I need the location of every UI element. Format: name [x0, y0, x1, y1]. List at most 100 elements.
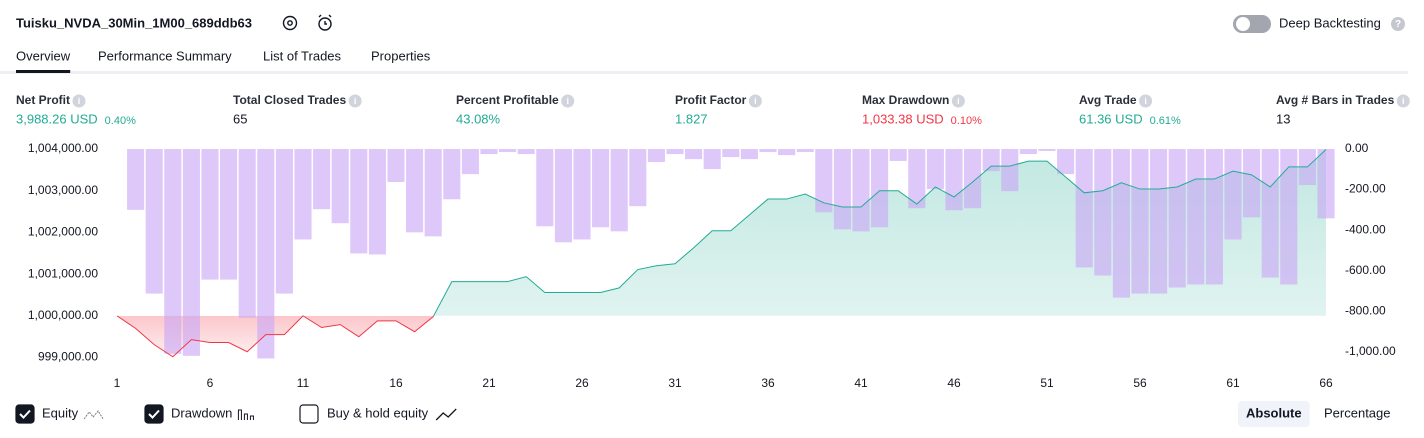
checkbox[interactable] [299, 404, 319, 424]
help-icon [1391, 17, 1405, 31]
metric-percent: 0.10% [951, 115, 982, 127]
info-icon [748, 94, 762, 108]
drawdown-bar [815, 149, 833, 213]
info-icon [72, 94, 86, 108]
y2-tick-label: -400.00 [1345, 222, 1386, 236]
checkmark [148, 409, 160, 419]
metric-percent: 0.61% [1150, 115, 1181, 127]
legend-label: Buy & hold equity [327, 405, 429, 420]
drawdown-bar [406, 149, 424, 233]
metric-value: 1,033.38 USD [862, 111, 944, 126]
drawdown-bar [1112, 149, 1130, 298]
scale-button-bg[interactable] [1238, 401, 1310, 427]
metric-label: Max Drawdown [862, 93, 949, 107]
settings-icon[interactable] [282, 15, 298, 31]
alert-icon[interactable] [318, 14, 332, 31]
x-tick-label: 26 [575, 376, 589, 390]
y-tick-label: 1,000,000.00 [28, 308, 98, 322]
drawdown-bar [127, 149, 145, 210]
legend-icon [435, 408, 457, 421]
equity-area [117, 149, 1326, 357]
info-mark: i [754, 96, 757, 106]
metric-label: Net Profit [16, 93, 70, 107]
y-tick-label: 1,004,000.00 [28, 141, 98, 155]
metric-value: 61.36 USD [1079, 111, 1143, 126]
drawdown-bar [964, 149, 982, 209]
info-mark: i [354, 96, 357, 106]
drawdown-bar [424, 149, 442, 237]
drawdown-bar [275, 149, 293, 294]
drawdown-bar [1075, 149, 1093, 268]
drawdown-bar [238, 149, 256, 318]
drawdown-bar [871, 149, 889, 228]
checkbox[interactable] [15, 404, 35, 424]
drawdown-bar [1057, 149, 1075, 175]
scale-button[interactable]: Percentage [1324, 405, 1391, 420]
drawdown-bar [331, 149, 349, 224]
drawdown-bar [313, 149, 331, 210]
y2-tick-label: -1,000.00 [1345, 344, 1396, 358]
metric-percent: 0.40% [105, 115, 136, 127]
drawdown-bar [666, 149, 684, 155]
drawdown-bar [722, 149, 740, 158]
drawdown-bar [387, 149, 405, 183]
metric-label: Percent Profitable [456, 93, 559, 107]
drawdown-bar [294, 149, 312, 240]
drawdown-bar [536, 149, 554, 227]
x-tick-label: 46 [947, 376, 961, 390]
drawdown-bar [573, 149, 591, 240]
x-tick-label: 1 [114, 376, 121, 390]
drawdown-bar [145, 149, 163, 294]
metric-value: 13 [1276, 111, 1290, 126]
scale-button[interactable]: Absolute [1246, 405, 1302, 420]
y2-tick-label: -600.00 [1345, 263, 1386, 277]
drawdown-bar [889, 149, 907, 161]
drawdown-bar [164, 149, 182, 354]
metric-value: 43.08% [456, 111, 501, 126]
drawdown-bar [647, 149, 665, 162]
drawdown-bar [1038, 149, 1056, 152]
drawdown-bar [926, 149, 944, 190]
tab[interactable]: Properties [371, 48, 431, 63]
equity-line [116, 149, 1327, 358]
info-icon [1396, 94, 1410, 108]
drawdown-bar [833, 149, 851, 230]
x-tick-label: 41 [854, 376, 868, 390]
checkmark [19, 409, 31, 419]
info-icon [951, 94, 965, 108]
metric-value: 1.827 [675, 111, 708, 126]
drawdown-bar [554, 149, 572, 243]
checkbox[interactable] [144, 404, 164, 424]
tab[interactable]: Performance Summary [98, 48, 232, 63]
drawdown-bar [257, 149, 275, 359]
drawdown-bar [443, 149, 461, 200]
drawdown-bar [1168, 149, 1186, 288]
tab[interactable]: List of Trades [263, 48, 342, 63]
drawdown-bar [182, 149, 200, 356]
y-tick-label: 999,000.00 [38, 350, 98, 364]
drawdown-bar [1001, 149, 1019, 192]
drawdown-bar [759, 149, 777, 153]
metric-label: Total Closed Trades [233, 93, 346, 107]
toggle-label: Deep Backtesting [1279, 15, 1381, 30]
drawdown-bar [703, 149, 721, 170]
x-tick-label: 36 [761, 376, 775, 390]
y2-tick-label: 0.00 [1345, 141, 1369, 155]
help-mark: ? [1395, 19, 1401, 30]
drawdown-bar [1224, 149, 1242, 240]
y2-tick-label: -800.00 [1345, 303, 1386, 317]
drawdown-bar [1187, 149, 1205, 285]
drawdown-bar [517, 149, 535, 155]
x-tick-label: 11 [297, 376, 310, 390]
tabs-divider [0, 71, 1408, 74]
drawdown-bar [592, 149, 610, 228]
y-tick-label: 1,003,000.00 [28, 183, 98, 197]
info-icon [561, 94, 575, 108]
metric-value: 3,988.26 USD [16, 111, 98, 126]
x-tick-label: 66 [1319, 376, 1333, 390]
metric-label: Avg Trade [1079, 93, 1137, 107]
drawdown-bar [852, 149, 870, 232]
strategy-title: Tuisku_NVDA_30Min_1M00_689ddb63 [16, 15, 252, 30]
tab[interactable]: Overview [16, 48, 71, 63]
